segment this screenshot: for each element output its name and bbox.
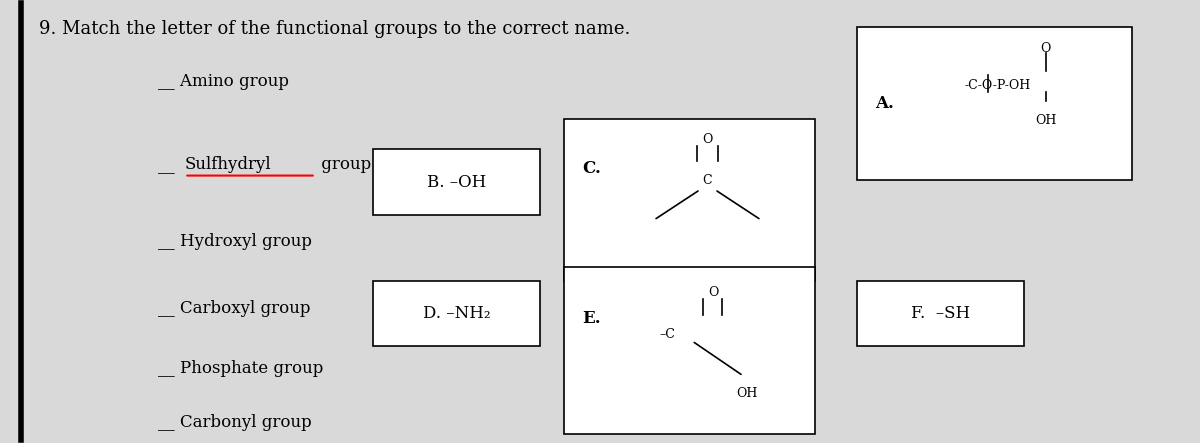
- Text: O: O: [1040, 42, 1051, 55]
- Text: –C: –C: [660, 328, 676, 341]
- Text: __ Amino group: __ Amino group: [158, 73, 289, 90]
- Text: E.: E.: [582, 310, 601, 326]
- Text: 9. Match the letter of the functional groups to the correct name.: 9. Match the letter of the functional gr…: [38, 20, 630, 38]
- Text: group: group: [316, 156, 371, 173]
- Text: A.: A.: [875, 95, 894, 112]
- Text: -C-O-P-OH: -C-O-P-OH: [965, 79, 1031, 93]
- Text: __ Hydroxyl group: __ Hydroxyl group: [158, 233, 312, 250]
- FancyBboxPatch shape: [857, 27, 1132, 180]
- Text: O: O: [702, 132, 713, 146]
- FancyBboxPatch shape: [373, 149, 540, 215]
- Text: F.  –SH: F. –SH: [911, 305, 970, 322]
- Text: D. –NH₂: D. –NH₂: [422, 305, 491, 322]
- Text: B. –OH: B. –OH: [427, 174, 486, 190]
- FancyBboxPatch shape: [564, 268, 815, 434]
- Text: OH: OH: [1034, 114, 1056, 128]
- Text: __ Carbonyl group: __ Carbonyl group: [158, 414, 312, 431]
- Text: __ Carboxyl group: __ Carboxyl group: [158, 300, 311, 318]
- Text: O: O: [708, 286, 719, 299]
- Text: __: __: [158, 156, 180, 173]
- FancyBboxPatch shape: [564, 119, 815, 280]
- Text: Sulfhydryl: Sulfhydryl: [185, 156, 271, 173]
- Text: OH: OH: [737, 387, 757, 400]
- FancyBboxPatch shape: [857, 280, 1024, 346]
- FancyBboxPatch shape: [373, 280, 540, 346]
- Text: __ Phosphate group: __ Phosphate group: [158, 360, 324, 377]
- Text: C: C: [703, 174, 713, 187]
- Text: C.: C.: [582, 159, 601, 177]
